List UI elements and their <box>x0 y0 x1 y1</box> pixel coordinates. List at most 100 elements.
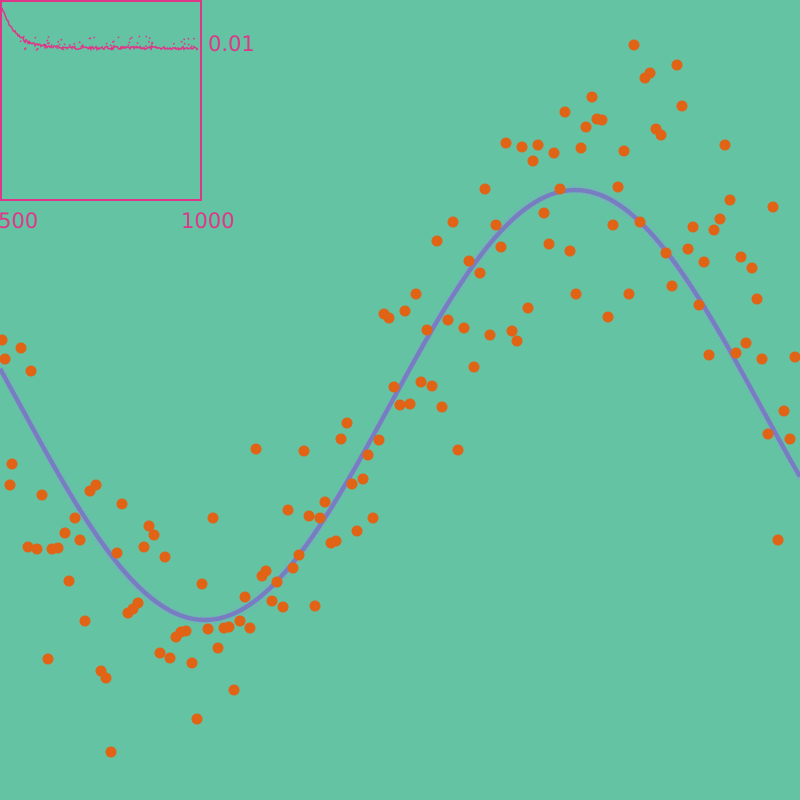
data-point-110 <box>580 121 592 133</box>
inset-dot-53 <box>62 48 65 51</box>
data-point-108 <box>570 288 582 300</box>
inset-dot-23 <box>24 41 27 44</box>
inset-dot-50 <box>172 42 175 45</box>
inset-dot-14 <box>63 43 66 46</box>
data-point-137 <box>724 194 736 206</box>
data-point-146 <box>772 534 784 546</box>
data-point-70 <box>367 512 379 524</box>
data-point-122 <box>644 67 656 79</box>
data-point-1 <box>0 353 11 365</box>
data-point-31 <box>154 647 166 659</box>
data-point-60 <box>314 512 326 524</box>
inset-dot-36 <box>129 38 132 40</box>
data-point-43 <box>223 621 235 633</box>
data-point-145 <box>767 201 779 213</box>
data-point-91 <box>479 183 491 195</box>
inset-x-tick-label-500: 500 <box>0 209 38 233</box>
data-point-127 <box>671 59 683 71</box>
data-point-79 <box>415 376 427 388</box>
data-point-12 <box>69 512 81 524</box>
data-point-6 <box>36 489 48 501</box>
inset-dot-2 <box>113 44 115 47</box>
data-point-133 <box>703 349 715 361</box>
data-point-82 <box>431 235 443 247</box>
data-point-64 <box>335 433 347 445</box>
inset-dot-40 <box>127 44 130 47</box>
inset-dot-30 <box>92 47 95 50</box>
inset-dot-8 <box>180 40 183 43</box>
data-point-114 <box>602 311 614 323</box>
inset-dot-38 <box>123 47 126 50</box>
data-point-40 <box>207 512 219 524</box>
inset-dot-58 <box>47 42 49 45</box>
inset-dot-67 <box>73 43 76 45</box>
data-point-50 <box>260 565 272 577</box>
inset-dot-7 <box>150 44 153 47</box>
inset-dot-59 <box>74 45 76 48</box>
data-point-132 <box>698 256 710 268</box>
data-point-84 <box>442 314 454 326</box>
data-point-26 <box>132 597 144 609</box>
data-points <box>0 39 800 758</box>
data-point-55 <box>287 562 299 574</box>
data-point-104 <box>548 147 560 159</box>
data-point-46 <box>239 591 251 603</box>
inset-dot-27 <box>130 36 133 39</box>
inset-dot-5 <box>88 46 91 49</box>
data-point-7 <box>22 541 34 553</box>
data-point-59 <box>309 600 321 612</box>
data-point-71 <box>373 434 385 446</box>
inset-dot-47 <box>44 43 47 46</box>
inset-dot-41 <box>78 41 81 44</box>
data-point-61 <box>319 496 331 508</box>
inset-dot-44 <box>151 41 154 44</box>
data-point-29 <box>148 529 160 541</box>
data-point-97 <box>511 335 523 347</box>
data-point-45 <box>234 615 246 627</box>
data-point-44 <box>228 684 240 696</box>
data-point-144 <box>762 428 774 440</box>
data-point-87 <box>458 322 470 334</box>
data-point-86 <box>452 444 464 456</box>
inset-dot-39 <box>145 35 148 38</box>
data-point-102 <box>538 207 550 219</box>
data-point-143 <box>756 353 768 365</box>
data-point-56 <box>293 549 305 561</box>
inset-trace <box>1 7 199 52</box>
data-point-139 <box>735 251 747 263</box>
inset-dot-52 <box>80 45 83 48</box>
inset-dot-18 <box>117 36 120 39</box>
data-point-48 <box>250 443 262 455</box>
data-point-95 <box>500 137 512 149</box>
inset-dot-26 <box>106 45 109 48</box>
data-point-51 <box>266 595 278 607</box>
data-point-131 <box>693 299 705 311</box>
data-point-125 <box>660 247 672 259</box>
data-point-21 <box>105 746 117 758</box>
inset-dot-64 <box>105 42 108 45</box>
data-point-20 <box>100 672 112 684</box>
data-point-13 <box>74 534 86 546</box>
data-point-101 <box>532 139 544 151</box>
data-point-17 <box>90 479 102 491</box>
inset-dot-4 <box>110 48 113 51</box>
data-point-147 <box>778 405 790 417</box>
data-point-142 <box>751 293 763 305</box>
data-point-0 <box>0 334 8 346</box>
data-point-54 <box>282 504 294 516</box>
data-point-129 <box>682 243 694 255</box>
data-point-109 <box>575 142 587 154</box>
data-point-128 <box>676 100 688 112</box>
data-point-3 <box>25 365 37 377</box>
inset-dot-66 <box>36 47 39 50</box>
inset-dot-25 <box>60 38 63 41</box>
data-point-90 <box>474 267 486 279</box>
data-point-2 <box>15 342 27 354</box>
data-point-92 <box>484 329 496 341</box>
inset-dot-54 <box>81 44 84 46</box>
data-point-39 <box>202 623 214 635</box>
data-point-99 <box>522 302 534 314</box>
data-point-98 <box>516 141 528 153</box>
data-point-83 <box>436 401 448 413</box>
inset-dot-68 <box>138 35 141 38</box>
